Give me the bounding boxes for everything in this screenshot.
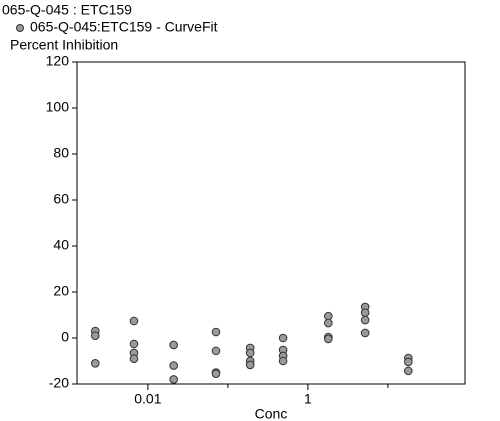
x-axis-label: Conc	[255, 406, 288, 421]
plot-frame	[76, 61, 466, 385]
data-point	[211, 327, 221, 337]
data-point	[211, 346, 221, 356]
data-point	[360, 315, 370, 325]
data-point	[211, 369, 221, 378]
y-tick-label: 0	[61, 329, 69, 345]
data-point	[404, 366, 413, 376]
data-point	[169, 361, 178, 370]
data-point	[169, 375, 178, 384]
data-point	[129, 354, 139, 364]
chart-title: 065-Q-045 : ETC159	[2, 2, 132, 18]
data-point	[324, 334, 333, 344]
data-point	[404, 357, 413, 367]
y-tick-label: -20	[49, 375, 69, 391]
y-tick-label: 20	[53, 283, 69, 299]
y-tick-label: 60	[53, 191, 69, 207]
data-point	[360, 328, 370, 338]
data-point	[324, 318, 333, 328]
data-point	[278, 333, 288, 343]
data-point	[169, 340, 178, 350]
y-tick-label: 100	[46, 99, 70, 115]
legend-marker	[16, 24, 24, 32]
legend-label: 065-Q-045:ETC159 - CurveFit	[30, 19, 218, 35]
data-point	[90, 359, 100, 368]
data-point	[245, 360, 255, 370]
y-tick-label: 120	[46, 53, 70, 69]
data-point	[129, 339, 139, 349]
x-tick-label: 1	[304, 391, 312, 407]
x-tick-label: 0.01	[134, 391, 161, 407]
y-tick-label: 80	[53, 145, 69, 161]
y-axis-label: Percent Inhibition	[10, 37, 118, 53]
y-tick-label: 40	[53, 237, 69, 253]
data-point	[278, 356, 288, 366]
data-point	[360, 308, 370, 318]
data-point	[129, 316, 139, 326]
data-point	[245, 348, 255, 358]
data-point	[90, 331, 100, 341]
